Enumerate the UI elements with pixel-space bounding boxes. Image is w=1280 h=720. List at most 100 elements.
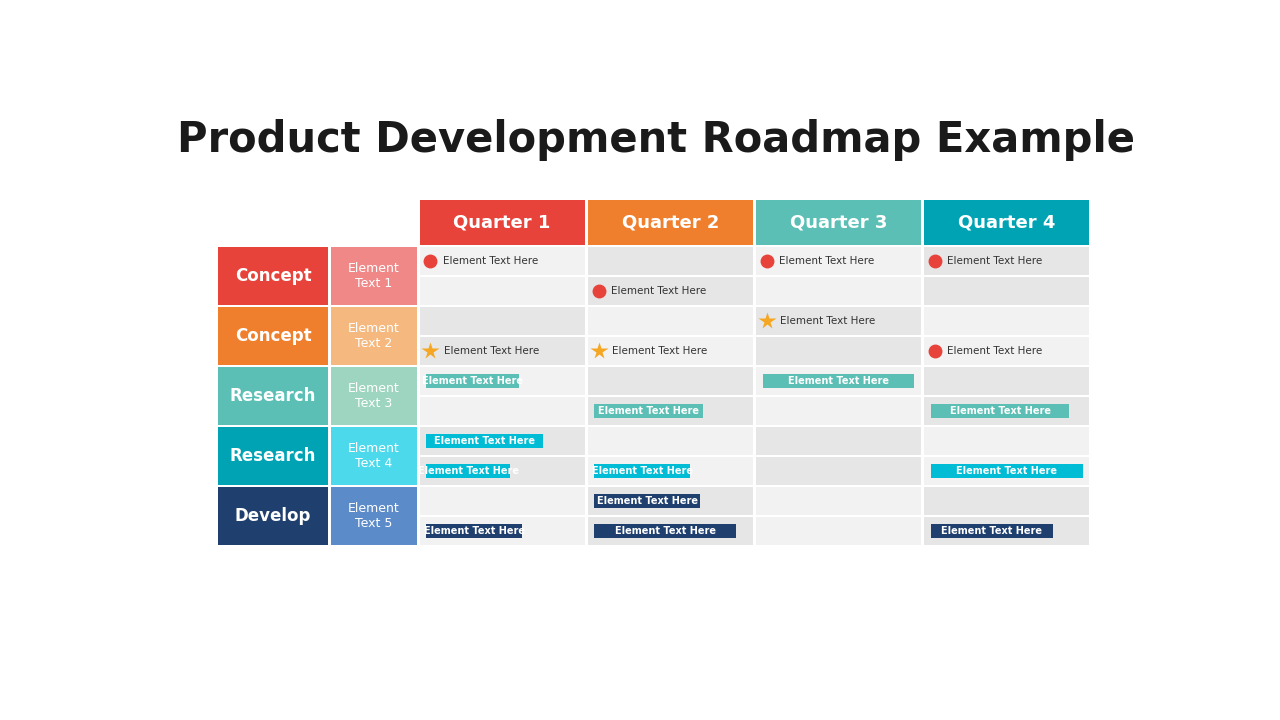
Bar xyxy=(420,337,585,365)
Bar xyxy=(420,487,585,516)
Bar xyxy=(588,276,753,305)
Bar xyxy=(218,366,328,426)
Bar xyxy=(756,366,922,395)
Bar xyxy=(218,487,328,545)
Text: Element Text Here: Element Text Here xyxy=(417,466,518,476)
Text: Element Text Here: Element Text Here xyxy=(444,346,539,356)
Bar xyxy=(588,487,753,516)
Bar xyxy=(332,366,416,426)
Bar xyxy=(756,487,922,516)
Text: Element Text Here: Element Text Here xyxy=(422,376,524,386)
Bar xyxy=(924,487,1089,516)
Text: Element Text Here: Element Text Here xyxy=(780,256,874,266)
Bar xyxy=(594,524,736,538)
Bar xyxy=(332,246,416,305)
Bar xyxy=(756,397,922,426)
Text: Element Text Here: Element Text Here xyxy=(941,526,1042,536)
Bar xyxy=(924,337,1089,365)
Bar xyxy=(420,427,585,455)
Bar xyxy=(924,456,1089,485)
Bar xyxy=(756,246,922,275)
Bar xyxy=(588,517,753,545)
Bar xyxy=(594,464,690,478)
Bar xyxy=(218,307,328,365)
Bar xyxy=(756,307,922,335)
Bar xyxy=(420,517,585,545)
Text: Quarter 3: Quarter 3 xyxy=(790,214,887,232)
Bar xyxy=(924,427,1089,455)
Bar xyxy=(426,374,518,388)
Bar xyxy=(426,524,522,538)
Text: Element Text Here: Element Text Here xyxy=(598,406,699,416)
Bar xyxy=(931,464,1083,478)
Text: Research: Research xyxy=(230,387,316,405)
Text: Product Development Roadmap Example: Product Development Roadmap Example xyxy=(177,119,1135,161)
Text: Element Text Here: Element Text Here xyxy=(788,376,890,386)
Text: Element Text Here: Element Text Here xyxy=(596,496,698,506)
Text: Element
Text 5: Element Text 5 xyxy=(348,502,399,530)
Text: Element Text Here: Element Text Here xyxy=(947,256,1043,266)
Text: Element Text Here: Element Text Here xyxy=(947,346,1043,356)
Bar xyxy=(420,456,585,485)
Bar xyxy=(924,517,1089,545)
Text: Element
Text 4: Element Text 4 xyxy=(348,442,399,470)
Text: Element Text Here: Element Text Here xyxy=(780,316,876,326)
Bar xyxy=(332,427,416,485)
Bar xyxy=(756,200,922,245)
Bar xyxy=(756,456,922,485)
Text: Element
Text 1: Element Text 1 xyxy=(348,262,399,290)
Bar xyxy=(756,517,922,545)
Bar xyxy=(588,246,753,275)
Text: Element Text Here: Element Text Here xyxy=(612,346,707,356)
Bar xyxy=(420,276,585,305)
Bar xyxy=(931,404,1069,418)
Text: Element Text Here: Element Text Here xyxy=(591,466,692,476)
Bar xyxy=(763,374,914,388)
Bar xyxy=(420,246,585,275)
Text: Element
Text 3: Element Text 3 xyxy=(348,382,399,410)
Bar xyxy=(756,276,922,305)
Bar xyxy=(924,366,1089,395)
Bar xyxy=(594,404,703,418)
Bar xyxy=(924,246,1089,275)
Text: Element Text Here: Element Text Here xyxy=(950,406,1051,416)
Text: Element Text Here: Element Text Here xyxy=(424,526,525,536)
Bar xyxy=(420,200,585,245)
Text: Quarter 4: Quarter 4 xyxy=(957,214,1056,232)
Bar xyxy=(594,494,700,508)
Text: Concept: Concept xyxy=(234,327,311,345)
Bar xyxy=(924,200,1089,245)
Text: Element Text Here: Element Text Here xyxy=(614,526,716,536)
Bar xyxy=(924,276,1089,305)
Text: Element Text Here: Element Text Here xyxy=(956,466,1057,476)
Bar xyxy=(332,307,416,365)
Text: Element Text Here: Element Text Here xyxy=(611,286,707,296)
Bar xyxy=(924,307,1089,335)
Text: Element Text Here: Element Text Here xyxy=(443,256,538,266)
Bar xyxy=(756,337,922,365)
Text: Element Text Here: Element Text Here xyxy=(434,436,535,446)
Text: Research: Research xyxy=(230,447,316,465)
Bar xyxy=(588,337,753,365)
Bar xyxy=(426,434,544,448)
Bar xyxy=(420,307,585,335)
Bar xyxy=(588,397,753,426)
Bar xyxy=(332,487,416,545)
Bar xyxy=(588,366,753,395)
Text: Quarter 2: Quarter 2 xyxy=(622,214,719,232)
Bar xyxy=(218,246,328,305)
Bar xyxy=(588,456,753,485)
Bar xyxy=(426,464,511,478)
Bar xyxy=(420,366,585,395)
Bar xyxy=(420,397,585,426)
Bar xyxy=(588,200,753,245)
Bar xyxy=(588,427,753,455)
Text: Concept: Concept xyxy=(234,267,311,285)
Text: Develop: Develop xyxy=(236,507,311,525)
Bar xyxy=(588,307,753,335)
Bar xyxy=(756,427,922,455)
Bar xyxy=(924,397,1089,426)
Text: Quarter 1: Quarter 1 xyxy=(453,214,550,232)
Bar xyxy=(218,427,328,485)
Text: Element
Text 2: Element Text 2 xyxy=(348,322,399,350)
